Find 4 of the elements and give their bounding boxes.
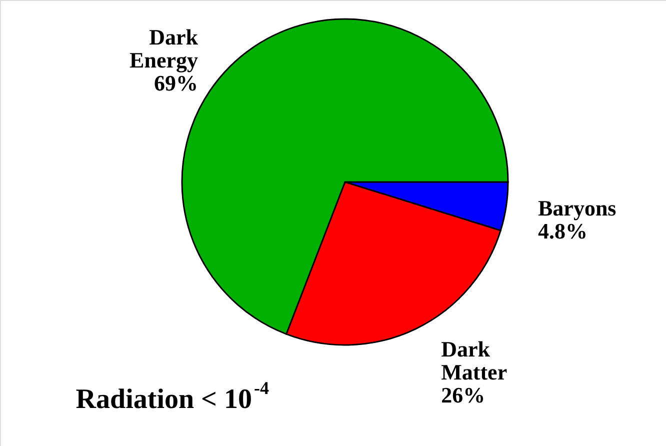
- data-label: 26%: [441, 382, 486, 408]
- slice-label: Dark Matter: [441, 336, 508, 385]
- slice-label: Baryons: [538, 195, 617, 220]
- slice-label: Dark Energy: [130, 24, 199, 73]
